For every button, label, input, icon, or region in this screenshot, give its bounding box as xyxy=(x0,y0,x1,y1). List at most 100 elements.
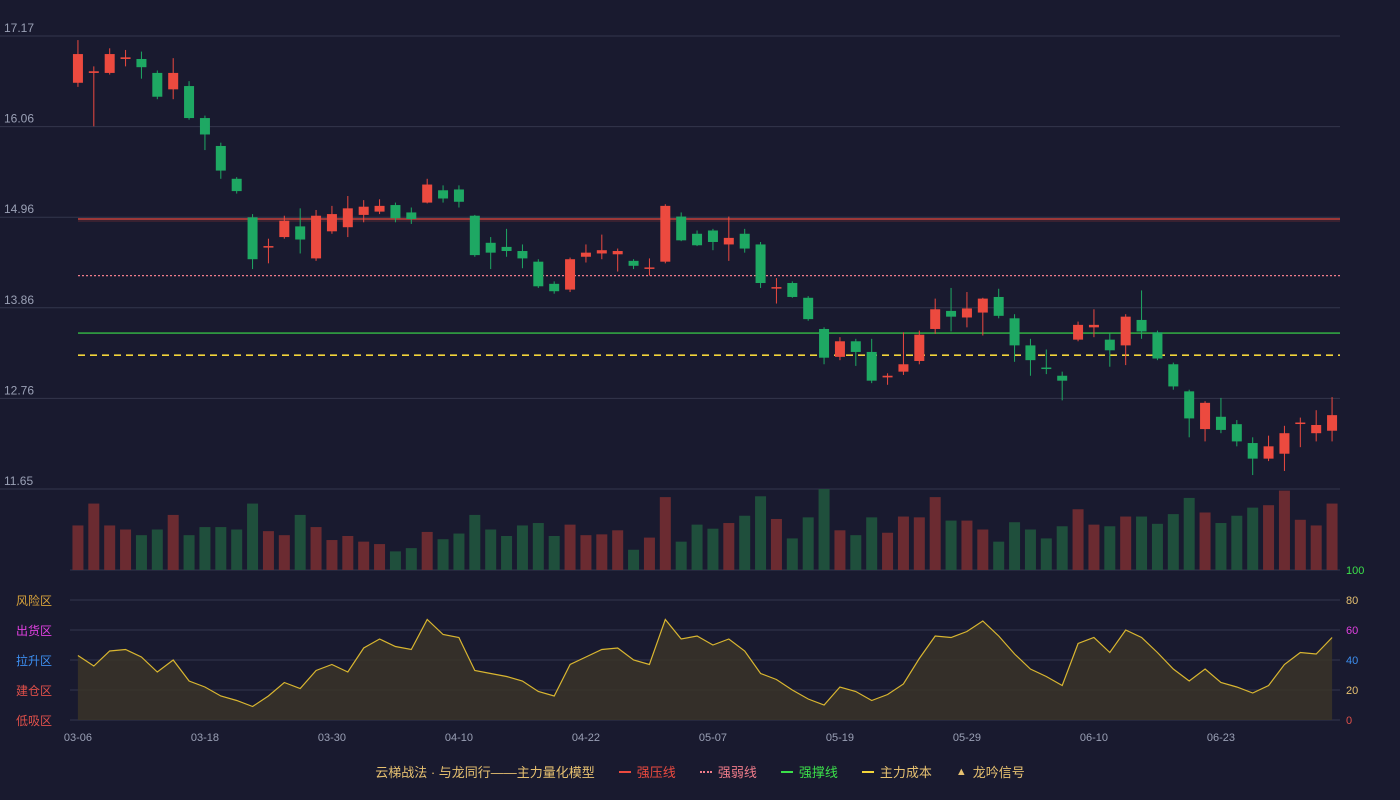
volume-bar xyxy=(1088,524,1100,570)
volume-bar xyxy=(1120,516,1132,570)
volume-bar xyxy=(675,541,687,570)
volume-bar xyxy=(120,529,132,570)
volume-bar xyxy=(421,531,433,570)
candle-body xyxy=(961,308,972,318)
volume-bar xyxy=(215,527,227,570)
candle-body xyxy=(533,261,544,287)
price-tick-label: 16.06 xyxy=(4,112,34,126)
candle-body xyxy=(580,252,591,257)
candle-body xyxy=(644,267,655,269)
volume-bar xyxy=(929,497,941,570)
volume-bar xyxy=(104,525,116,570)
volume-bar xyxy=(755,496,767,570)
candle-body xyxy=(834,341,845,357)
candle-body xyxy=(1168,364,1179,387)
candle-body xyxy=(1136,319,1147,332)
candle-body xyxy=(358,206,369,215)
candle-body xyxy=(247,217,258,260)
x-tick-label: 03-06 xyxy=(64,732,92,744)
candle-body xyxy=(914,334,925,361)
volume-bar xyxy=(818,489,830,570)
legend-item-weak[interactable]: 强弱线 xyxy=(699,762,757,781)
volume-bar xyxy=(501,535,513,570)
indicator-area xyxy=(77,619,1333,720)
volume-bar xyxy=(437,539,449,570)
volume-bar xyxy=(1040,538,1052,570)
volume-bar xyxy=(389,551,401,570)
candle-body xyxy=(1311,424,1322,434)
indicator-line xyxy=(77,618,1333,708)
volume-bar xyxy=(1199,512,1211,570)
volume-bar xyxy=(199,527,211,570)
legend-item-resistance[interactable]: 强压线 xyxy=(618,762,676,781)
candle-body xyxy=(1041,367,1052,370)
volume-bar xyxy=(628,549,640,570)
volume-bar xyxy=(88,503,100,570)
candle-body xyxy=(406,212,417,220)
candle-body xyxy=(311,215,322,259)
volume-bar xyxy=(1278,490,1290,570)
candle-body xyxy=(755,244,766,284)
indicator-axis: 100 80 60 40 20 0 xyxy=(1346,565,1364,727)
volume-bar xyxy=(167,514,179,570)
candle-body xyxy=(485,242,496,253)
candle-body xyxy=(295,226,306,240)
x-tick-label: 04-22 xyxy=(572,732,600,744)
volume-bar xyxy=(723,523,735,570)
candle-body xyxy=(930,309,941,329)
indicator-tick-label: 100 xyxy=(1346,565,1364,577)
candle-body xyxy=(168,72,179,90)
volume-bar xyxy=(405,548,417,570)
support-line-swatch xyxy=(780,770,793,773)
candle-body xyxy=(326,214,337,232)
candle-body xyxy=(1231,424,1242,442)
candle-body xyxy=(374,205,385,212)
price-tick-label: 14.96 xyxy=(4,202,34,216)
candle-body xyxy=(898,364,909,372)
volume-bar xyxy=(739,515,751,570)
volume-bar xyxy=(850,535,862,570)
candle-body xyxy=(596,250,607,254)
candle-body xyxy=(1263,446,1274,459)
price-tick-label: 11.65 xyxy=(4,474,33,488)
volume-bar xyxy=(1151,523,1163,570)
indicator-tick-label: 40 xyxy=(1346,655,1358,667)
volume-bar xyxy=(485,529,497,570)
candle-body xyxy=(1247,443,1258,459)
price-axis: 17.17 16.06 14.96 13.86 12.76 11.65 xyxy=(4,21,34,488)
volume-bar xyxy=(866,517,878,570)
x-tick-label: 05-07 xyxy=(699,732,727,744)
candle-body xyxy=(72,54,83,83)
volume-bar xyxy=(278,535,290,570)
zone-label: 建仓区 xyxy=(16,684,52,698)
volume-bar xyxy=(262,531,274,570)
volume-bar xyxy=(612,530,624,570)
volume-bar xyxy=(548,535,560,570)
volume-bar xyxy=(183,535,195,570)
candle-body xyxy=(342,208,353,228)
volume-bar xyxy=(532,523,544,570)
price-tick-label: 12.76 xyxy=(4,383,34,397)
x-tick-label: 06-23 xyxy=(1207,732,1235,744)
chart-legend: 云梯战法 · 与龙同行——主力量化模型 强压线 强弱线 强撑线 主力成本 ▲ 龙… xyxy=(0,762,1400,781)
candle-body xyxy=(104,54,115,73)
legend-item-signal[interactable]: ▲ 龙吟信号 xyxy=(956,762,1025,781)
indicator-panel xyxy=(77,618,1333,720)
candle-body xyxy=(692,233,703,246)
volume-bar xyxy=(1294,519,1306,570)
legend-item-support[interactable]: 强撑线 xyxy=(780,762,838,781)
x-tick-label: 05-19 xyxy=(826,732,854,744)
legend-item-cost[interactable]: 主力成本 xyxy=(861,762,932,781)
x-axis: 03-06 03-18 03-30 04-10 04-22 05-07 05-19 05-29… xyxy=(64,732,1235,744)
volume-bar xyxy=(802,517,814,570)
volume-bar xyxy=(231,529,243,570)
volume-bar xyxy=(1136,516,1148,570)
indicator-tick-label: 20 xyxy=(1346,685,1358,697)
candle-body xyxy=(707,230,718,242)
cost-line-swatch xyxy=(861,770,874,773)
legend-label: 强撑线 xyxy=(798,765,838,780)
candle-body xyxy=(819,328,830,358)
volume-bar xyxy=(897,516,909,570)
candle-body xyxy=(1009,318,1020,346)
zone-label: 拉升区 xyxy=(16,653,52,668)
